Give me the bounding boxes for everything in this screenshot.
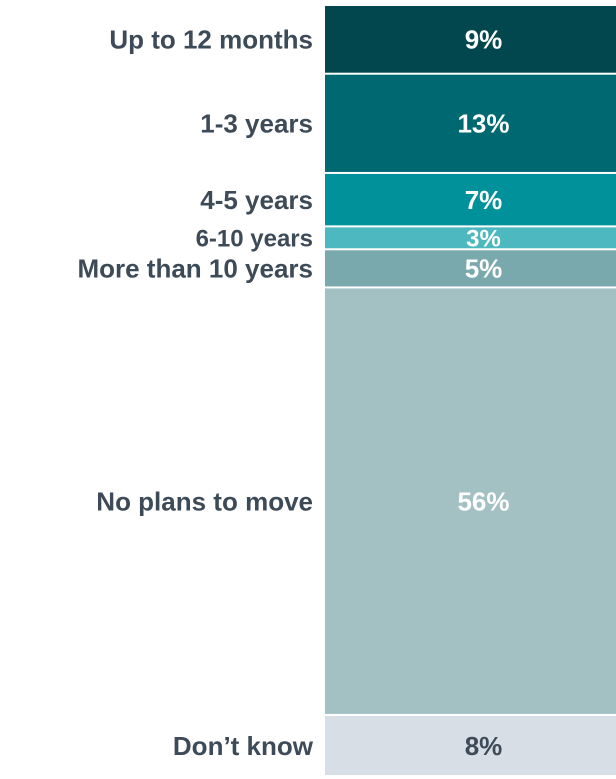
value-label-4-5-years: 7% <box>465 185 503 215</box>
category-label-4-5-years: 4-5 years <box>200 185 313 215</box>
category-label-don-t-know: Don’t know <box>173 731 314 761</box>
category-label-up-to-12-months: Up to 12 months <box>109 25 313 55</box>
category-labels: Up to 12 months 1-3 years 4-5 years 6-10 ye… <box>77 25 313 761</box>
category-label-6-10-years: 6-10 years <box>196 225 313 252</box>
value-label-up-to-12-months: 9% <box>465 25 503 55</box>
bar-segment-1-3-years <box>325 74 616 172</box>
value-label-don-t-know: 8% <box>465 731 503 761</box>
value-label-no-plans-to-move: 56% <box>457 487 509 517</box>
bar-segment-4-5-years <box>325 173 616 226</box>
value-labels: 9% 13% 7% 3%5% 56% 8% <box>457 25 509 761</box>
bar-segment-don-t-know <box>325 715 616 775</box>
category-label-no-plans-to-move: No plans to move <box>96 487 313 517</box>
category-label-more-than-10-years: More than 10 years <box>77 254 313 284</box>
bar-segment-more-than-10-years <box>325 250 616 287</box>
bar-segments <box>325 6 616 775</box>
category-label-1-3-years: 1-3 years <box>200 109 313 139</box>
bar-segment-no-plans-to-move <box>325 288 616 714</box>
bar-segment-6-10-years <box>325 227 616 249</box>
value-label-more-than-10-years: 5% <box>465 254 503 284</box>
value-label-1-3-years: 13% <box>457 109 509 139</box>
bar-segment-up-to-12-months <box>325 6 616 73</box>
value-label-6-10-years: 3% <box>466 225 501 252</box>
